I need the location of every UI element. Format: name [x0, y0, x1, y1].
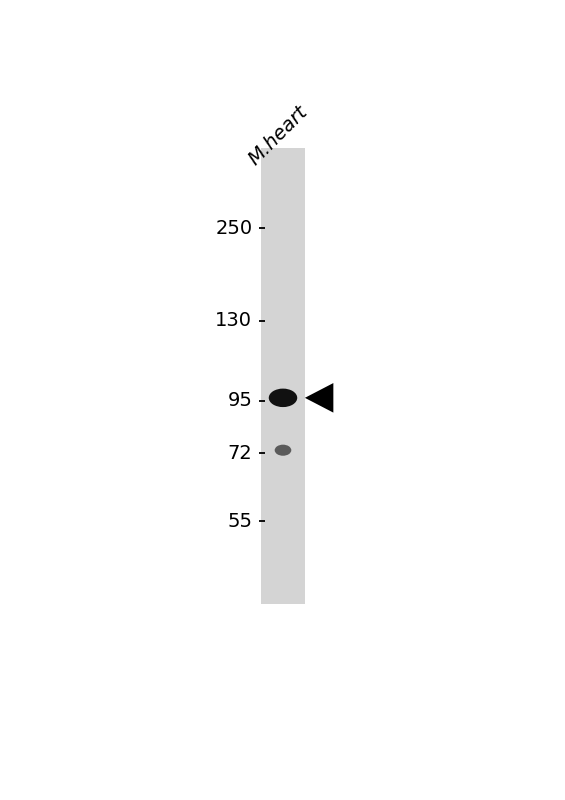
- Text: 130: 130: [215, 311, 253, 330]
- Text: M.heart: M.heart: [245, 102, 312, 169]
- Ellipse shape: [275, 445, 292, 456]
- Ellipse shape: [269, 389, 297, 407]
- Polygon shape: [305, 383, 333, 413]
- Text: 95: 95: [228, 391, 253, 410]
- Text: 72: 72: [228, 444, 253, 462]
- Text: 55: 55: [227, 511, 253, 530]
- Text: 250: 250: [215, 219, 253, 238]
- Bar: [261, 148, 305, 604]
